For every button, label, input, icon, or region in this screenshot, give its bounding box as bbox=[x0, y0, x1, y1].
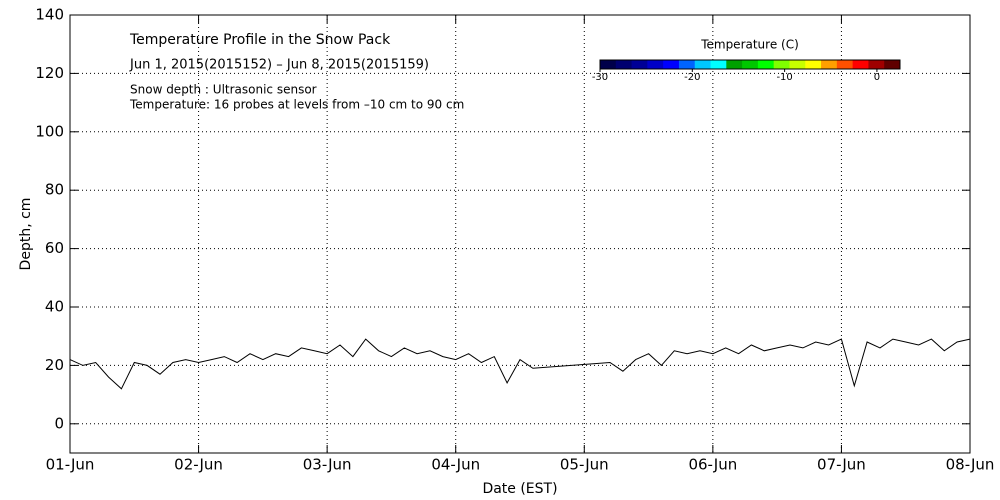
x-tick-label: 04-Jun bbox=[431, 456, 480, 474]
colorbar-segment bbox=[615, 60, 633, 69]
y-tick-label: 120 bbox=[35, 64, 64, 82]
colorbar-segment bbox=[773, 60, 790, 69]
colorbar-segment bbox=[647, 60, 664, 69]
x-tick-label: 06-Jun bbox=[688, 456, 737, 474]
y-tick-label: 60 bbox=[45, 239, 64, 257]
colorbar-segment bbox=[805, 60, 822, 69]
y-axis-label: Depth, cm bbox=[18, 198, 34, 271]
colorbar-frame bbox=[599, 59, 901, 70]
colorbar-tick-label: -10 bbox=[776, 72, 792, 83]
x-tick-label: 02-Jun bbox=[174, 456, 223, 474]
y-tick-label: 140 bbox=[35, 6, 64, 24]
colorbar-segment bbox=[821, 60, 838, 69]
x-axis-label: Date (EST) bbox=[482, 481, 557, 497]
chart-subtitle: Jun 1, 2015(2015152) – Jun 8, 2015(20151… bbox=[129, 58, 429, 73]
colorbar-segment bbox=[757, 60, 775, 69]
chart-title: Temperature Profile in the Snow Pack bbox=[129, 32, 391, 48]
colorbar-segment bbox=[710, 60, 727, 69]
colorbar-segment bbox=[600, 60, 617, 69]
plot-frame bbox=[69, 14, 971, 454]
x-tick-label: 07-Jun bbox=[817, 456, 866, 474]
colorbar-segment bbox=[663, 60, 680, 69]
colorbar-segment bbox=[868, 60, 885, 69]
colorbar-title: Temperature (C) bbox=[700, 38, 799, 52]
colorbar-tick-label: -20 bbox=[684, 72, 700, 83]
colorbar-segment bbox=[789, 60, 806, 69]
colorbar-segment bbox=[884, 60, 901, 69]
x-tick-label: 01-Jun bbox=[46, 456, 95, 474]
depth-line bbox=[69, 338, 971, 390]
x-tick-label: 05-Jun bbox=[560, 456, 609, 474]
colorbar-segment bbox=[742, 60, 759, 69]
colorbar-segment bbox=[631, 60, 648, 69]
colorbar-segment bbox=[678, 60, 696, 69]
y-tick-label: 0 bbox=[54, 414, 64, 432]
colorbar-segment bbox=[726, 60, 743, 69]
colorbar-tick-label: 0 bbox=[874, 72, 880, 83]
x-tick-label: 08-Jun bbox=[946, 456, 995, 474]
annotation: Temperature: 16 probes at levels from –1… bbox=[129, 98, 464, 112]
colorbar-segment bbox=[694, 60, 712, 69]
x-tick-label: 03-Jun bbox=[303, 456, 352, 474]
colorbar-tick-label: -30 bbox=[592, 72, 608, 83]
y-tick-label: 40 bbox=[45, 298, 64, 316]
y-tick-label: 80 bbox=[45, 181, 64, 199]
y-tick-label: 100 bbox=[35, 122, 64, 140]
y-tick-label: 20 bbox=[45, 356, 64, 374]
colorbar-segment bbox=[836, 60, 854, 69]
colorbar-segment bbox=[852, 60, 869, 69]
annotation: Snow depth : Ultrasonic sensor bbox=[130, 83, 317, 97]
